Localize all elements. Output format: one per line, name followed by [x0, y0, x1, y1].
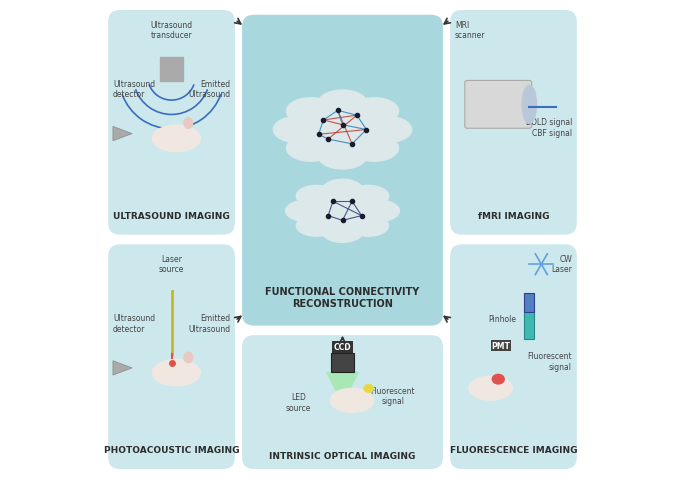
FancyBboxPatch shape [331, 353, 354, 372]
Text: FLUORESCENCE IMAGING: FLUORESCENCE IMAGING [450, 445, 577, 455]
Ellipse shape [493, 374, 504, 384]
FancyBboxPatch shape [108, 11, 235, 235]
Text: Pinhole: Pinhole [488, 314, 516, 324]
Ellipse shape [286, 201, 326, 222]
Ellipse shape [286, 98, 335, 125]
FancyBboxPatch shape [108, 245, 235, 469]
Ellipse shape [318, 144, 367, 169]
FancyBboxPatch shape [465, 81, 532, 129]
Polygon shape [113, 127, 132, 142]
Text: CW
Laser: CW Laser [551, 254, 572, 274]
Ellipse shape [469, 376, 512, 400]
Text: Fluorescent
signal: Fluorescent signal [527, 352, 572, 371]
Ellipse shape [349, 216, 388, 237]
Text: Ultrasound
detector: Ultrasound detector [113, 80, 155, 99]
Text: Laser
source: Laser source [159, 254, 184, 274]
Text: PMT: PMT [491, 341, 510, 350]
Text: fMRI IMAGING: fMRI IMAGING [477, 212, 549, 221]
Ellipse shape [364, 385, 373, 393]
Text: Fluorescent
signal: Fluorescent signal [371, 386, 415, 405]
Text: LED
source: LED source [286, 393, 311, 412]
Ellipse shape [323, 222, 362, 243]
Polygon shape [326, 372, 359, 391]
Ellipse shape [522, 86, 536, 124]
Ellipse shape [286, 136, 335, 162]
Ellipse shape [359, 201, 399, 222]
Ellipse shape [152, 360, 200, 386]
Text: PHOTOACOUSTIC IMAGING: PHOTOACOUSTIC IMAGING [104, 445, 239, 455]
Ellipse shape [349, 186, 388, 207]
FancyBboxPatch shape [523, 293, 534, 312]
Text: FUNCTIONAL CONNECTIVITY
RECONSTRUCTION: FUNCTIONAL CONNECTIVITY RECONSTRUCTION [265, 287, 420, 308]
Text: ULTRASOUND IMAGING: ULTRASOUND IMAGING [113, 212, 230, 221]
FancyBboxPatch shape [450, 11, 577, 235]
FancyBboxPatch shape [450, 245, 577, 469]
Text: Emitted
Ultrasound: Emitted Ultrasound [188, 313, 230, 333]
Ellipse shape [318, 91, 367, 117]
Ellipse shape [297, 186, 336, 207]
Ellipse shape [363, 117, 412, 144]
Ellipse shape [331, 389, 373, 412]
Ellipse shape [312, 196, 373, 227]
Ellipse shape [350, 136, 399, 162]
Ellipse shape [297, 216, 336, 237]
Text: Ultrasound
transducer: Ultrasound transducer [151, 21, 192, 40]
Ellipse shape [306, 111, 379, 149]
FancyBboxPatch shape [523, 311, 534, 339]
Polygon shape [113, 361, 132, 375]
FancyBboxPatch shape [242, 16, 443, 326]
Text: Emitted
Ultrasound: Emitted Ultrasound [188, 80, 230, 99]
Text: INTRINSIC OPTICAL IMAGING: INTRINSIC OPTICAL IMAGING [269, 451, 416, 460]
Ellipse shape [184, 352, 192, 363]
Ellipse shape [323, 180, 362, 201]
Ellipse shape [184, 119, 192, 129]
Ellipse shape [273, 117, 322, 144]
Text: Ultrasound
detector: Ultrasound detector [113, 313, 155, 333]
Text: MRI
scanner: MRI scanner [455, 21, 486, 40]
Ellipse shape [152, 126, 200, 152]
Text: CCD: CCD [334, 343, 351, 351]
FancyBboxPatch shape [242, 336, 443, 469]
Ellipse shape [350, 98, 399, 125]
Text: BOLD signal
CBF signal: BOLD signal CBF signal [525, 118, 572, 137]
